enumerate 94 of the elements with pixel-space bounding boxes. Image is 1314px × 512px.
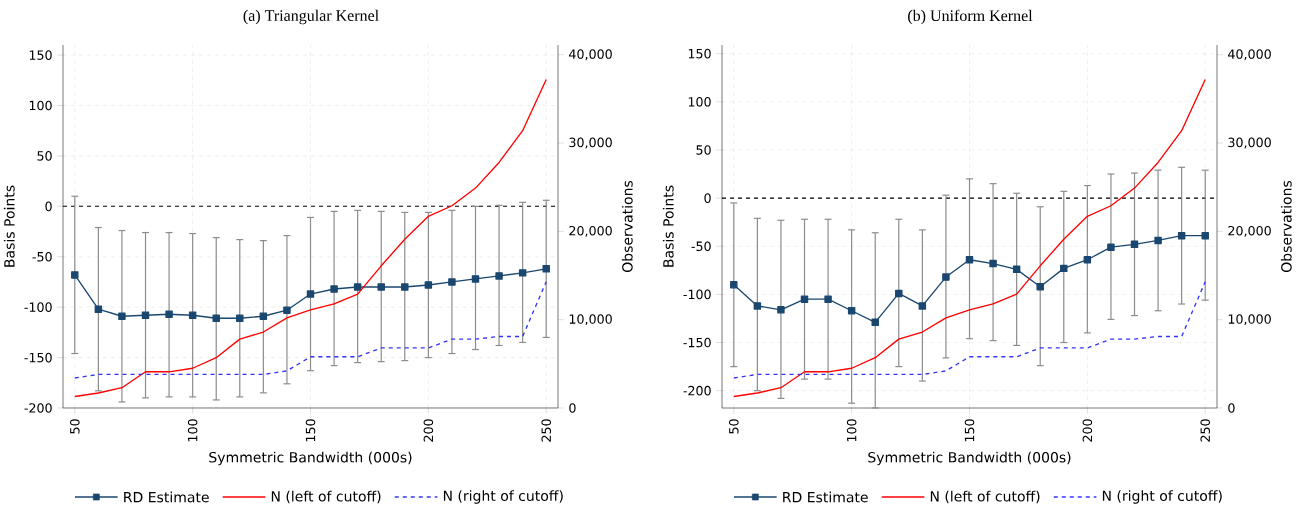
point <box>353 283 362 291</box>
legend-label: RD Estimate <box>783 491 868 503</box>
y-tick-label: 0 <box>704 193 711 203</box>
y-axis-title: Basis Points <box>662 185 674 267</box>
point <box>1154 236 1162 245</box>
point <box>188 311 197 319</box>
y-tick-label: 50 <box>37 151 52 161</box>
x-tick-label: 200 <box>1082 419 1093 442</box>
legend-label: N (right of cutoff) <box>1102 490 1222 504</box>
point <box>1177 231 1186 240</box>
point <box>1012 265 1021 274</box>
y2-tick-label: 40,000 <box>569 49 612 61</box>
y-tick-label: -100 <box>24 302 52 312</box>
legend-label: RD Estimate <box>124 491 209 503</box>
y2-tick-label: 30,000 <box>1228 137 1271 149</box>
y2-axis-title: Observations <box>1280 180 1292 272</box>
legend-label: N (right of cutoff) <box>443 490 563 504</box>
point <box>942 273 950 281</box>
x-axis-title: Symmetric Bandwidth (000s) <box>868 451 1071 466</box>
y-tick-label: 150 <box>688 48 711 59</box>
y2-axis-title: Observations <box>621 180 633 272</box>
point <box>141 311 150 319</box>
x-tick-label: 100 <box>187 419 198 442</box>
point <box>424 281 433 289</box>
y2-tick-label: 0 <box>569 403 576 413</box>
y-tick-label: -200 <box>24 403 52 413</box>
x-tick-label: 150 <box>964 419 975 442</box>
point <box>259 312 268 320</box>
point <box>94 305 103 313</box>
y2-tick-label: 10,000 <box>569 314 612 326</box>
point <box>753 302 762 310</box>
point <box>165 310 173 318</box>
y2-tick-label: 20,000 <box>569 225 612 237</box>
point <box>377 283 385 291</box>
chart-title: (a) Triangular Kernel <box>243 9 379 25</box>
point <box>283 306 291 314</box>
point <box>777 306 785 314</box>
y2-tick-label: 40,000 <box>1228 49 1271 61</box>
line-series <box>74 78 547 398</box>
y2-tick-label: 10,000 <box>1228 314 1271 326</box>
y-tick-label: -150 <box>683 337 711 348</box>
y-tick-label: 100 <box>688 97 711 107</box>
y2-tick-label: 20,000 <box>1228 225 1271 237</box>
x-axis-title: Symmetric Bandwidth (000s) <box>209 451 412 466</box>
point <box>401 283 409 291</box>
y-tick-label: -200 <box>683 385 711 396</box>
y-tick-label: 100 <box>29 100 52 111</box>
point <box>730 281 738 289</box>
y-tick-label: 50 <box>696 145 711 155</box>
point <box>118 312 126 320</box>
point <box>236 314 244 322</box>
x-tick-label: 250 <box>1200 419 1211 442</box>
point <box>824 295 832 303</box>
point <box>306 290 315 298</box>
point <box>1130 240 1139 249</box>
point <box>330 285 338 293</box>
point <box>495 272 503 280</box>
point <box>800 295 809 303</box>
y-tick-label: -150 <box>24 352 52 363</box>
x-tick-label: 150 <box>305 419 316 442</box>
x-tick-label: 250 <box>541 419 552 442</box>
y2-tick-label: 30,000 <box>569 137 612 149</box>
x-tick-label: 50 <box>728 419 739 434</box>
y2-tick-label: 0 <box>1228 403 1235 413</box>
point <box>895 289 903 298</box>
point <box>518 269 527 277</box>
y-tick-label: -50 <box>691 241 711 252</box>
point <box>71 271 79 279</box>
point <box>989 259 997 268</box>
point <box>471 275 480 283</box>
y-tick-label: 150 <box>29 50 52 60</box>
point <box>1036 282 1044 291</box>
point <box>1201 231 1209 240</box>
point <box>1107 243 1115 251</box>
point <box>1060 264 1068 273</box>
line-series <box>733 78 1206 398</box>
point <box>542 265 550 273</box>
legend-label: N (left of cutoff) <box>271 490 381 504</box>
point <box>871 318 879 327</box>
chart-title: (b) Uniform Kernel <box>908 9 1033 25</box>
point <box>212 314 220 322</box>
x-tick-label: 200 <box>423 419 434 442</box>
point <box>1083 255 1092 264</box>
x-tick-label: 50 <box>69 419 80 434</box>
legend-label: N (left of cutoff) <box>930 490 1040 504</box>
y-tick-label: -100 <box>683 289 711 300</box>
y-tick-label: 0 <box>45 201 52 212</box>
point <box>965 255 974 264</box>
x-tick-label: 100 <box>846 419 857 442</box>
y-axis-title: Basis Points <box>3 185 15 267</box>
point <box>918 302 927 310</box>
y-tick-label: -50 <box>32 251 52 262</box>
point <box>847 307 856 315</box>
point <box>448 278 456 286</box>
